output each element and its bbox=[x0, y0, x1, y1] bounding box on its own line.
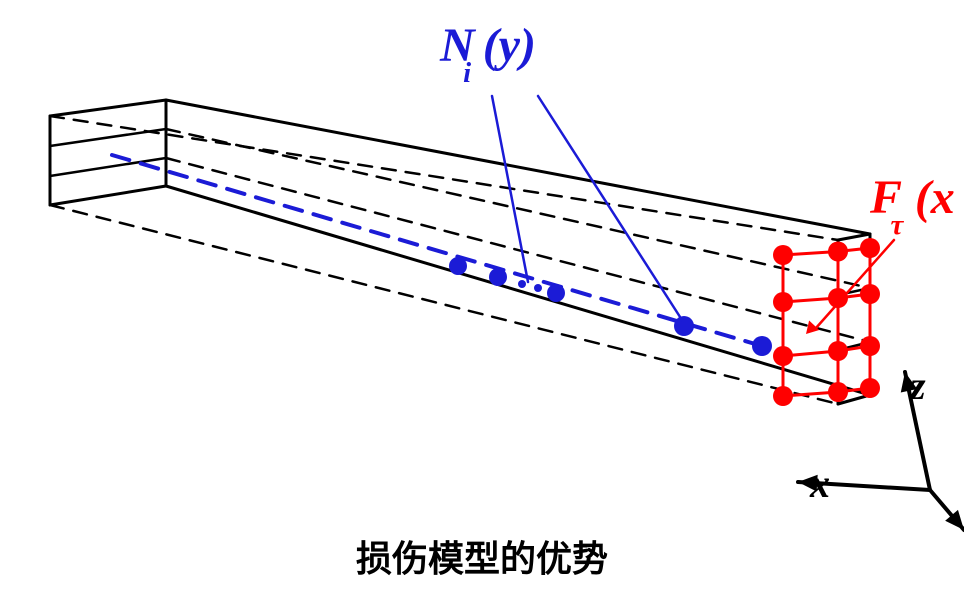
diagram-canvas bbox=[0, 0, 964, 602]
caption-text: 损伤模型的优势 bbox=[356, 530, 608, 582]
